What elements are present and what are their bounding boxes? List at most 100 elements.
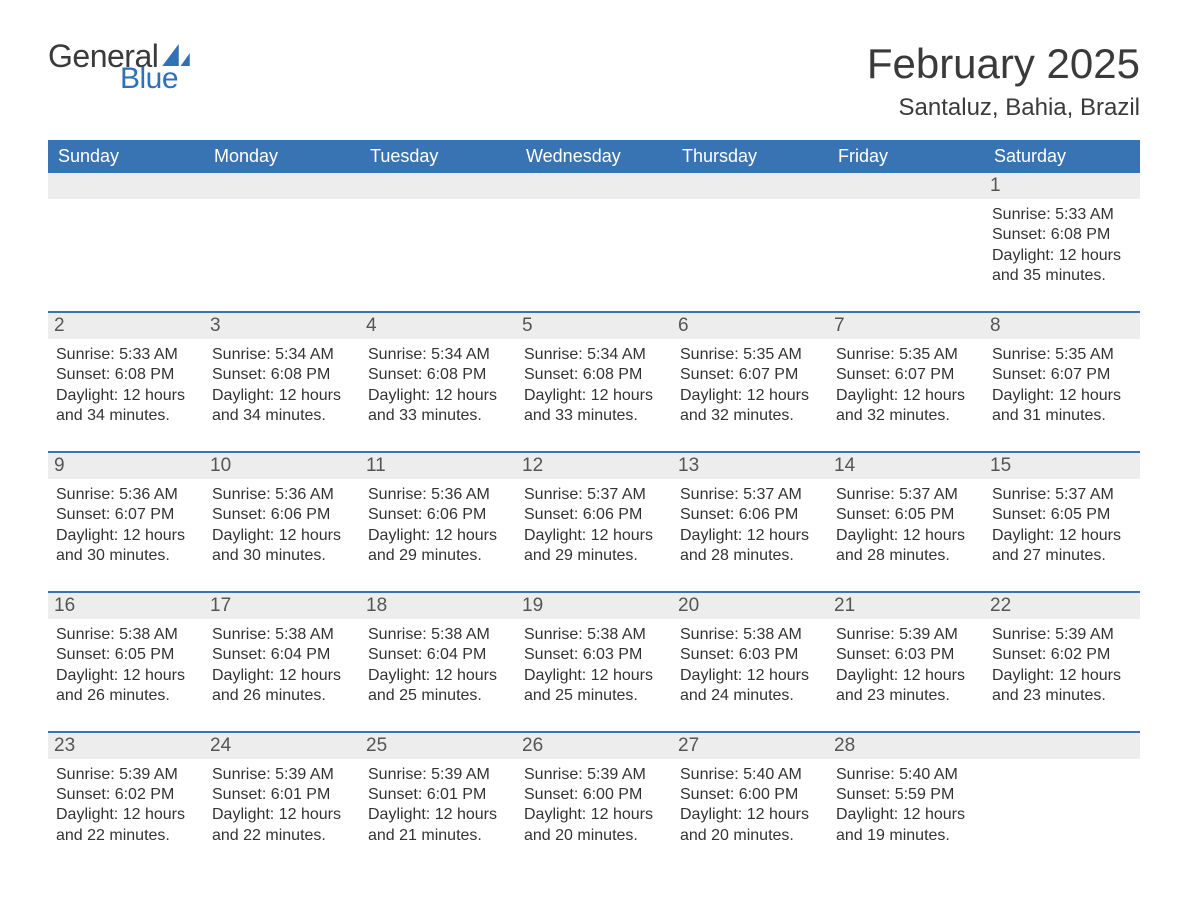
daylight-label: Daylight: 12 hours [212, 666, 352, 686]
calendar: Sunday Monday Tuesday Wednesday Thursday… [48, 140, 1140, 858]
calendar-day: 27Sunrise: 5:40 AMSunset: 6:00 PMDayligh… [672, 733, 828, 859]
sunset-label: Sunset: 6:08 PM [368, 365, 508, 385]
dow-monday: Monday [204, 140, 360, 173]
daylight-label: and 29 minutes. [368, 546, 508, 566]
day-number: 26 [516, 733, 672, 759]
daylight-label: and 27 minutes. [992, 546, 1132, 566]
calendar-day: 24Sunrise: 5:39 AMSunset: 6:01 PMDayligh… [204, 733, 360, 859]
daylight-label: and 30 minutes. [212, 546, 352, 566]
sunset-label: Sunset: 6:02 PM [56, 785, 196, 805]
daylight-label: and 25 minutes. [524, 686, 664, 706]
calendar-day: 22Sunrise: 5:39 AMSunset: 6:02 PMDayligh… [984, 593, 1140, 719]
day-number: 7 [828, 313, 984, 339]
page-title: February 2025 [867, 40, 1140, 88]
sunset-label: Sunset: 6:02 PM [992, 645, 1132, 665]
daylight-label: and 21 minutes. [368, 826, 508, 846]
sunset-label: Sunset: 6:06 PM [524, 505, 664, 525]
day-number: 21 [828, 593, 984, 619]
day-number [360, 173, 516, 199]
calendar-week: 2Sunrise: 5:33 AMSunset: 6:08 PMDaylight… [48, 311, 1140, 439]
day-number: 12 [516, 453, 672, 479]
sunrise-label: Sunrise: 5:38 AM [56, 625, 196, 645]
sunrise-label: Sunrise: 5:38 AM [680, 625, 820, 645]
sunrise-label: Sunrise: 5:39 AM [56, 765, 196, 785]
daylight-label: Daylight: 12 hours [524, 526, 664, 546]
calendar-day: 20Sunrise: 5:38 AMSunset: 6:03 PMDayligh… [672, 593, 828, 719]
dow-wednesday: Wednesday [516, 140, 672, 173]
daylight-label: Daylight: 12 hours [836, 805, 976, 825]
logo-text-blue: Blue [120, 64, 190, 94]
sunrise-label: Sunrise: 5:39 AM [368, 765, 508, 785]
calendar-day [828, 173, 984, 299]
sunrise-label: Sunrise: 5:40 AM [680, 765, 820, 785]
daylight-label: and 24 minutes. [680, 686, 820, 706]
day-number [516, 173, 672, 199]
sunset-label: Sunset: 6:05 PM [992, 505, 1132, 525]
calendar-day: 11Sunrise: 5:36 AMSunset: 6:06 PMDayligh… [360, 453, 516, 579]
day-number [672, 173, 828, 199]
daylight-label: Daylight: 12 hours [992, 246, 1132, 266]
daylight-label: and 20 minutes. [524, 826, 664, 846]
day-number: 27 [672, 733, 828, 759]
day-number: 19 [516, 593, 672, 619]
sunrise-label: Sunrise: 5:39 AM [212, 765, 352, 785]
daylight-label: Daylight: 12 hours [524, 386, 664, 406]
sunset-label: Sunset: 6:04 PM [212, 645, 352, 665]
daylight-label: Daylight: 12 hours [680, 666, 820, 686]
calendar-week: 9Sunrise: 5:36 AMSunset: 6:07 PMDaylight… [48, 451, 1140, 579]
dow-friday: Friday [828, 140, 984, 173]
calendar-day: 18Sunrise: 5:38 AMSunset: 6:04 PMDayligh… [360, 593, 516, 719]
sunrise-label: Sunrise: 5:40 AM [836, 765, 976, 785]
page-header: General Blue February 2025 Santaluz, Bah… [48, 40, 1140, 122]
daylight-label: Daylight: 12 hours [524, 805, 664, 825]
daylight-label: Daylight: 12 hours [836, 666, 976, 686]
daylight-label: and 34 minutes. [212, 406, 352, 426]
sunrise-label: Sunrise: 5:37 AM [524, 485, 664, 505]
daylight-label: and 23 minutes. [992, 686, 1132, 706]
calendar-week: 23Sunrise: 5:39 AMSunset: 6:02 PMDayligh… [48, 731, 1140, 859]
sunrise-label: Sunrise: 5:36 AM [368, 485, 508, 505]
calendar-day [204, 173, 360, 299]
day-number [48, 173, 204, 199]
daylight-label: Daylight: 12 hours [524, 666, 664, 686]
dow-thursday: Thursday [672, 140, 828, 173]
daylight-label: Daylight: 12 hours [212, 526, 352, 546]
calendar-day: 14Sunrise: 5:37 AMSunset: 6:05 PMDayligh… [828, 453, 984, 579]
daylight-label: and 26 minutes. [212, 686, 352, 706]
daylight-label: and 22 minutes. [56, 826, 196, 846]
daylight-label: Daylight: 12 hours [368, 666, 508, 686]
calendar-day [360, 173, 516, 299]
daylight-label: Daylight: 12 hours [212, 805, 352, 825]
sunset-label: Sunset: 6:00 PM [680, 785, 820, 805]
logo: General Blue [48, 40, 190, 94]
daylight-label: Daylight: 12 hours [368, 526, 508, 546]
dow-tuesday: Tuesday [360, 140, 516, 173]
daylight-label: Daylight: 12 hours [56, 805, 196, 825]
sunset-label: Sunset: 6:03 PM [680, 645, 820, 665]
sunrise-label: Sunrise: 5:37 AM [992, 485, 1132, 505]
calendar-day: 6Sunrise: 5:35 AMSunset: 6:07 PMDaylight… [672, 313, 828, 439]
calendar-day: 8Sunrise: 5:35 AMSunset: 6:07 PMDaylight… [984, 313, 1140, 439]
calendar-day: 15Sunrise: 5:37 AMSunset: 6:05 PMDayligh… [984, 453, 1140, 579]
day-number: 6 [672, 313, 828, 339]
sunset-label: Sunset: 6:08 PM [212, 365, 352, 385]
day-number [828, 173, 984, 199]
calendar-day: 4Sunrise: 5:34 AMSunset: 6:08 PMDaylight… [360, 313, 516, 439]
sunset-label: Sunset: 6:07 PM [992, 365, 1132, 385]
daylight-label: and 33 minutes. [368, 406, 508, 426]
sunset-label: Sunset: 6:05 PM [836, 505, 976, 525]
day-number: 25 [360, 733, 516, 759]
daylight-label: and 20 minutes. [680, 826, 820, 846]
daylight-label: and 28 minutes. [680, 546, 820, 566]
sunrise-label: Sunrise: 5:39 AM [992, 625, 1132, 645]
daylight-label: and 32 minutes. [680, 406, 820, 426]
sunset-label: Sunset: 6:00 PM [524, 785, 664, 805]
daylight-label: and 30 minutes. [56, 546, 196, 566]
sunrise-label: Sunrise: 5:38 AM [524, 625, 664, 645]
daylight-label: and 25 minutes. [368, 686, 508, 706]
dow-saturday: Saturday [984, 140, 1140, 173]
daylight-label: and 33 minutes. [524, 406, 664, 426]
day-number [204, 173, 360, 199]
daylight-label: and 34 minutes. [56, 406, 196, 426]
day-number: 16 [48, 593, 204, 619]
